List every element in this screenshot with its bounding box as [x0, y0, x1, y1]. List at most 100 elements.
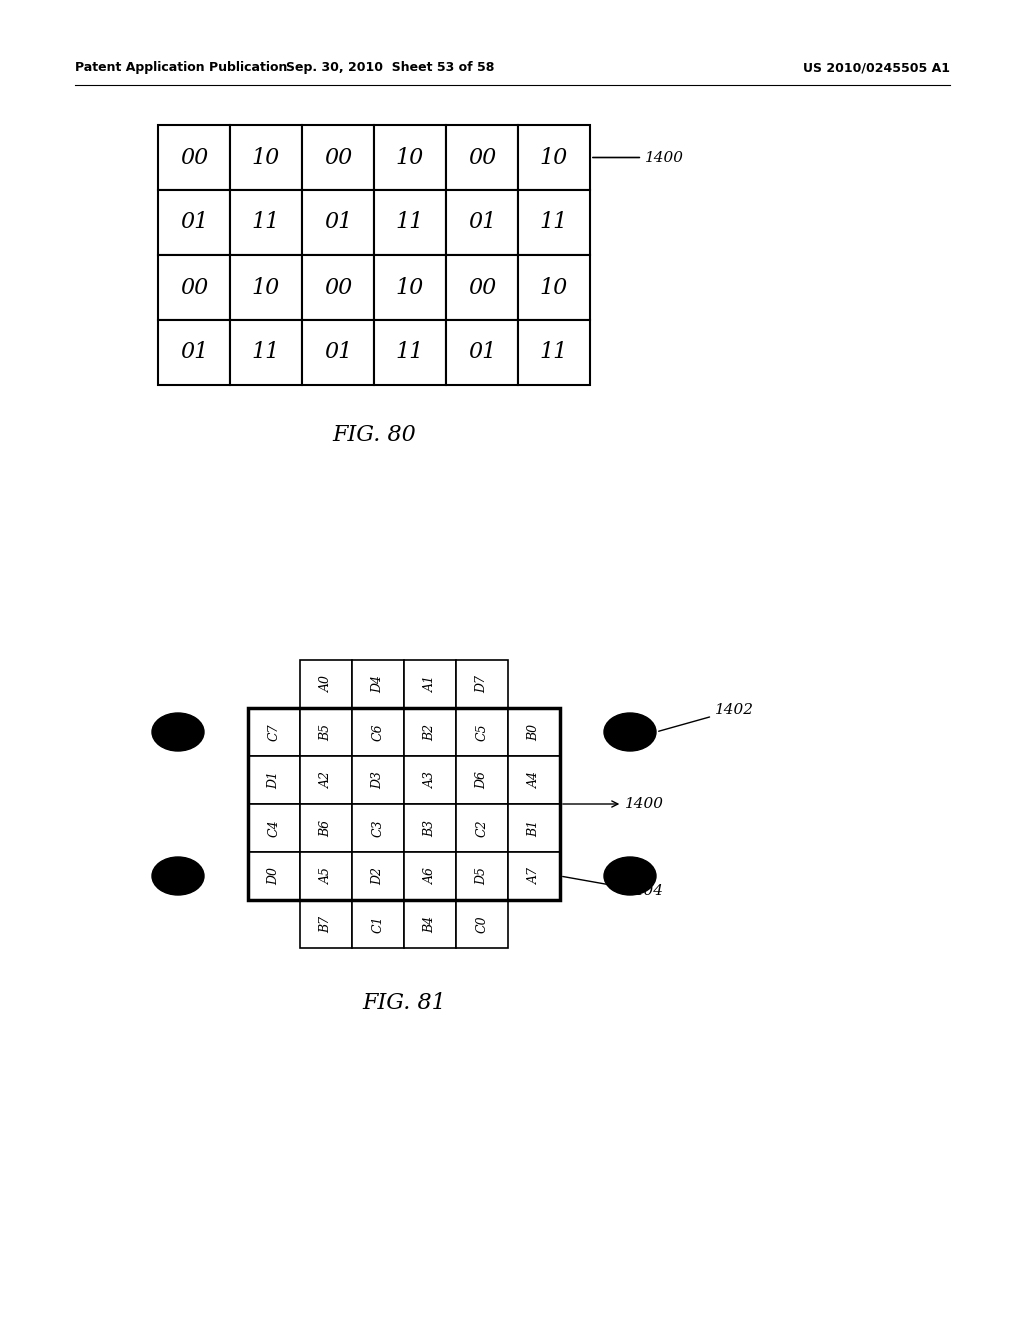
Text: 11: 11	[252, 342, 281, 363]
Bar	[508, 708, 560, 756]
Text: 11: 11	[540, 211, 568, 234]
Text: B0: B0	[527, 723, 541, 741]
Bar	[158, 190, 230, 255]
Bar	[404, 756, 456, 804]
Text: A0: A0	[319, 676, 333, 693]
Bar	[508, 851, 560, 900]
Bar	[404, 708, 456, 756]
Bar	[518, 319, 590, 385]
Bar	[374, 319, 446, 385]
Text: D2: D2	[372, 867, 384, 884]
Bar	[300, 900, 352, 948]
Bar	[404, 900, 456, 948]
Bar	[302, 255, 374, 319]
Text: 10: 10	[252, 147, 281, 169]
Text: 01: 01	[468, 211, 496, 234]
Text: B1: B1	[527, 820, 541, 837]
Text: C2: C2	[475, 820, 488, 837]
Bar	[230, 255, 302, 319]
Text: B7: B7	[319, 916, 333, 932]
Bar	[158, 125, 230, 190]
Text: A7: A7	[527, 867, 541, 884]
Text: C0: C0	[475, 915, 488, 933]
Bar	[158, 255, 230, 319]
Text: C6: C6	[372, 723, 384, 741]
Bar	[230, 125, 302, 190]
Text: D3: D3	[372, 771, 384, 789]
Bar	[518, 125, 590, 190]
Text: B2: B2	[424, 723, 436, 741]
Text: 00: 00	[324, 147, 352, 169]
Bar	[374, 255, 446, 319]
Text: 00: 00	[180, 276, 208, 298]
Bar	[518, 255, 590, 319]
Text: D0: D0	[267, 867, 281, 884]
Bar	[456, 708, 508, 756]
Text: 00: 00	[468, 147, 496, 169]
Text: FIG. 81: FIG. 81	[362, 993, 445, 1014]
Bar	[248, 851, 300, 900]
Bar	[374, 190, 446, 255]
Text: 01: 01	[324, 211, 352, 234]
Text: US 2010/0245505 A1: US 2010/0245505 A1	[803, 62, 950, 74]
Text: 11: 11	[540, 342, 568, 363]
Bar	[446, 319, 518, 385]
Text: A5: A5	[319, 867, 333, 884]
Text: 00: 00	[324, 276, 352, 298]
Text: 10: 10	[540, 147, 568, 169]
Text: Patent Application Publication: Patent Application Publication	[75, 62, 288, 74]
Bar	[352, 804, 404, 851]
Text: 1400: 1400	[593, 150, 684, 165]
Text: 11: 11	[396, 342, 424, 363]
Text: C1: C1	[372, 915, 384, 933]
Bar	[404, 851, 456, 900]
Text: 00: 00	[180, 147, 208, 169]
Text: C4: C4	[267, 820, 281, 837]
Ellipse shape	[604, 713, 656, 751]
Bar	[446, 190, 518, 255]
Bar	[446, 125, 518, 190]
Bar	[508, 804, 560, 851]
Bar	[456, 851, 508, 900]
Text: B3: B3	[424, 820, 436, 837]
Text: 00: 00	[468, 276, 496, 298]
Text: 1402: 1402	[658, 704, 754, 731]
Bar	[302, 319, 374, 385]
Text: A2: A2	[319, 771, 333, 788]
Text: D5: D5	[475, 867, 488, 884]
Bar	[374, 125, 446, 190]
Text: 01: 01	[180, 342, 208, 363]
Text: 10: 10	[540, 276, 568, 298]
Bar	[352, 900, 404, 948]
Bar	[456, 660, 508, 708]
Ellipse shape	[152, 713, 204, 751]
Bar	[456, 804, 508, 851]
Text: A1: A1	[424, 676, 436, 693]
Bar	[248, 708, 560, 900]
Bar	[300, 660, 352, 708]
Text: 1404: 1404	[563, 876, 664, 898]
Bar	[352, 851, 404, 900]
Text: A6: A6	[424, 867, 436, 884]
Bar	[352, 660, 404, 708]
Text: 10: 10	[252, 276, 281, 298]
Text: 11: 11	[396, 211, 424, 234]
Text: A4: A4	[527, 771, 541, 788]
Bar	[248, 756, 300, 804]
Bar	[352, 708, 404, 756]
Bar	[300, 804, 352, 851]
Ellipse shape	[604, 857, 656, 895]
Bar	[302, 190, 374, 255]
Text: 01: 01	[180, 211, 208, 234]
Bar	[456, 756, 508, 804]
Bar	[508, 756, 560, 804]
Ellipse shape	[152, 857, 204, 895]
Text: D7: D7	[475, 675, 488, 693]
Text: FIG. 80: FIG. 80	[332, 424, 416, 446]
Bar	[404, 660, 456, 708]
Text: C3: C3	[372, 820, 384, 837]
Bar	[230, 319, 302, 385]
Text: 10: 10	[396, 147, 424, 169]
Text: A3: A3	[424, 771, 436, 788]
Text: D6: D6	[475, 771, 488, 789]
